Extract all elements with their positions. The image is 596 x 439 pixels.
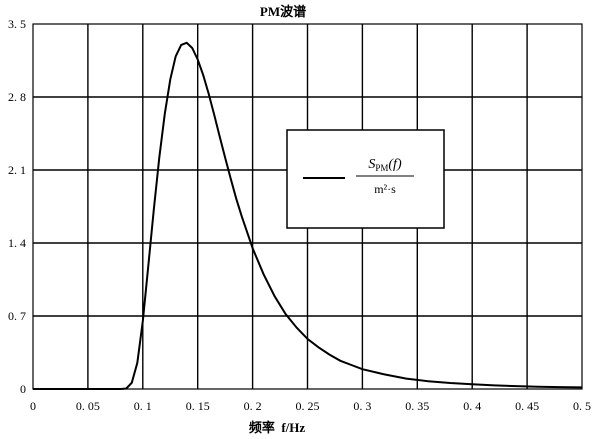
y-tick-label: 2. 8 (8, 90, 26, 104)
legend-denominator: m²·s (374, 182, 396, 196)
y-tick-label: 2. 1 (8, 163, 26, 177)
legend-argument: (f) (388, 157, 402, 172)
plot-frame (32, 23, 583, 390)
x-tick-label: 0. 1 (134, 399, 152, 413)
x-tick-label: 0. 5 (573, 399, 591, 413)
x-tick-label: 0. 2 (244, 399, 262, 413)
y-tick-label: 0. 7 (8, 309, 26, 323)
x-tick-labels: 0 0. 05 0. 1 0. 15 0. 2 0. 25 0. 3 0. 35 0. 4 0. … (30, 399, 591, 413)
legend-symbol: S (368, 157, 375, 172)
x-tick-label: 0. 3 (353, 399, 371, 413)
x-tick-label: 0. 35 (405, 399, 429, 413)
chart-title: PM波谱 (260, 4, 306, 19)
y-tick-labels: 0 0. 7 1. 4 2. 1 2. 8 3. 5 (8, 17, 26, 396)
legend-numerator: SPM(f) (368, 157, 402, 173)
x-tick-label: 0. 05 (76, 399, 100, 413)
x-tick-label: 0. 25 (296, 399, 320, 413)
x-tick-label: 0. 4 (463, 399, 481, 413)
y-tick-label: 0 (20, 382, 26, 396)
series-line-spm (33, 41, 583, 390)
x-tick-label: 0. 45 (515, 399, 539, 413)
y-tick-label: 1. 4 (8, 236, 26, 250)
x-tick-label: 0. 15 (186, 399, 210, 413)
legend-subscript: PM (375, 163, 388, 173)
x-tick-label: 0 (30, 399, 36, 413)
x-axis-label: 频率 f/Hz (249, 420, 306, 435)
legend: SPM(f) m²·s (286, 129, 445, 229)
y-tick-label: 3. 5 (8, 17, 26, 31)
